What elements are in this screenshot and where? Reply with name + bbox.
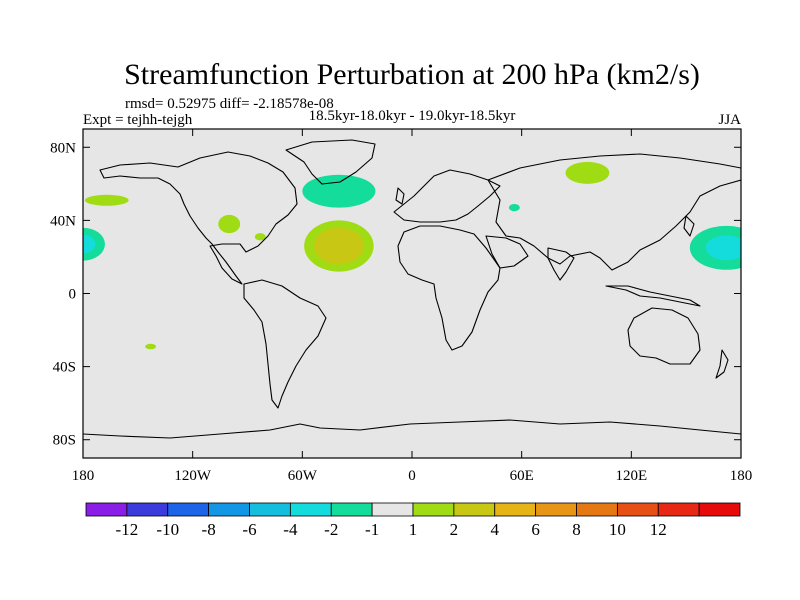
antarctica-coastline <box>83 419 741 439</box>
east-pacific-positive-left-contour-1 <box>218 214 241 234</box>
greenland-coastline <box>285 139 376 185</box>
colorbar-swatch <box>535 502 577 517</box>
east-pacific-negative-edge-contour-2 <box>83 234 96 254</box>
north-atlantic-negative-contour-1 <box>302 174 376 208</box>
y-tick-label: 40N <box>50 213 76 229</box>
stats-line: rmsd= 0.52975 diff= -2.18578e-08 <box>125 96 334 112</box>
south-america-coastline <box>243 279 327 409</box>
colorbar-label: 12 <box>650 520 667 539</box>
colorbar-swatch <box>371 502 414 517</box>
x-tick-label: 180 <box>730 468 753 484</box>
x-tick-label: 0 <box>408 468 416 484</box>
colorbar-swatch <box>208 502 250 517</box>
colorbar-label: 6 <box>531 520 540 539</box>
x-tick-label: 180 <box>72 468 95 484</box>
y-tick-label: 80S <box>53 433 76 449</box>
africa-coastline <box>397 225 501 351</box>
colorbar-label: -1 <box>365 520 379 539</box>
axis-ticks: 180 120W 60W 0 60E 120E 180 80N 40N 0 40S 80S <box>50 129 752 484</box>
coastlines <box>83 139 741 439</box>
colorbar-label: 2 <box>450 520 459 539</box>
india-coastline <box>547 247 575 281</box>
colorbar-label: -10 <box>156 520 179 539</box>
south-pacific-positive-small-contour-1 <box>145 343 157 350</box>
colorbar-label: 4 <box>491 520 500 539</box>
japan-coastline <box>683 215 695 237</box>
colorbar-label: -6 <box>242 520 256 539</box>
north-america-coastline <box>99 151 298 285</box>
arabia-coastline <box>485 235 529 269</box>
colorbar: -12 -10 -8 -6 -4 -2 -1 1 2 4 6 8 10 12 <box>85 502 741 539</box>
x-tick-label: 120E <box>615 468 647 484</box>
y-tick-label: 80N <box>50 140 76 156</box>
colorbar-label: -2 <box>324 520 338 539</box>
europe-coastline <box>393 169 501 223</box>
y-tick-label: 40S <box>53 360 76 376</box>
north-atlantic-positive-contour-2 <box>313 227 364 265</box>
experiment-label: Expt = tejhh-tejgh <box>83 112 193 128</box>
y-tick-label: 0 <box>69 287 77 303</box>
colorbar-swatch <box>616 502 659 517</box>
colorbar-swatch <box>412 502 455 517</box>
x-tick-label: 60W <box>288 468 318 484</box>
colorbar-swatch <box>330 502 373 517</box>
indonesia-coastline <box>605 285 701 307</box>
anomaly-layer <box>83 161 741 350</box>
asia-coastline <box>487 153 741 271</box>
north-pacific-positive-contour-1 <box>84 194 129 206</box>
colorbar-label: -4 <box>283 520 298 539</box>
australia-coastline <box>627 307 701 365</box>
colorbar-label: -12 <box>116 520 139 539</box>
colorbar-swatch <box>494 502 537 517</box>
colorbar-swatch <box>126 502 169 517</box>
colorbar-swatch <box>453 502 496 517</box>
colorbar-swatch <box>85 502 128 517</box>
colorbar-swatch <box>167 502 210 517</box>
west-pacific-negative-contour-2 <box>705 235 741 261</box>
gulf-positive-small-contour-1 <box>254 233 266 241</box>
colorbar-label: -8 <box>202 520 216 539</box>
central-asia-positive-contour-1 <box>565 161 610 184</box>
colorbar-label: 8 <box>572 520 581 539</box>
x-tick-label: 120W <box>174 468 212 484</box>
colorbar-label: 1 <box>409 520 418 539</box>
colorbar-swatch <box>289 502 332 517</box>
colorbar-label: 10 <box>609 520 626 539</box>
chart-title: Streamfunction Perturbation at 200 hPa (… <box>124 58 700 91</box>
caspian-negative-small-contour-1 <box>508 203 520 212</box>
map-background <box>83 129 741 458</box>
colorbar-swatch <box>657 502 700 517</box>
colorbar-swatch <box>576 502 618 517</box>
season-label: JJA <box>718 112 741 128</box>
uk-coastline <box>395 187 405 205</box>
colorbar-swatch <box>698 502 741 517</box>
x-tick-label: 60E <box>510 468 534 484</box>
period-line: 18.5kyr-18.0kyr - 19.0kyr-18.5kyr <box>309 108 516 124</box>
new-zealand-coastline <box>715 349 729 379</box>
colorbar-swatch <box>249 502 291 517</box>
